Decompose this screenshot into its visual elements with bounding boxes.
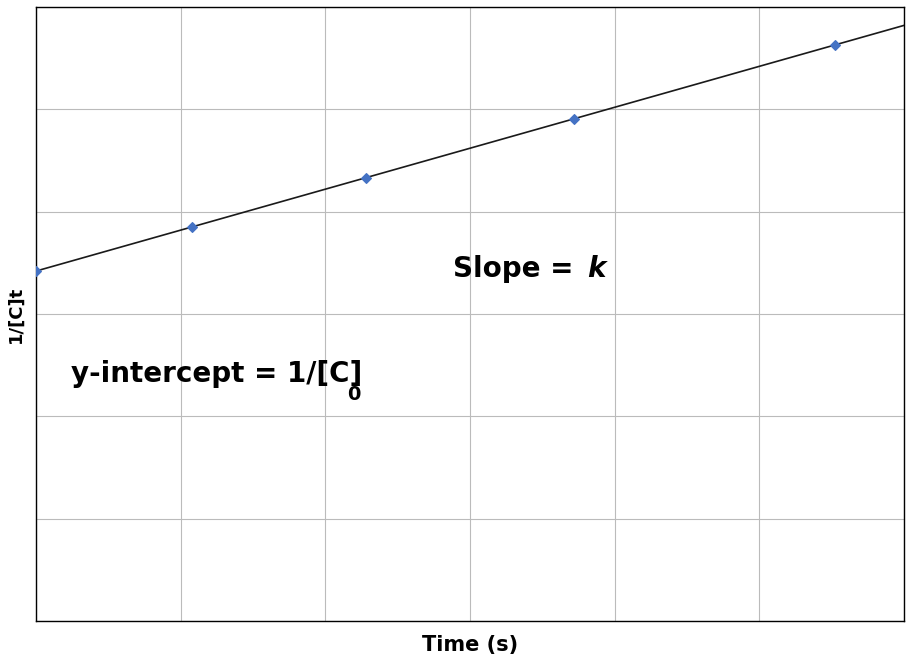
Text: k: k: [588, 256, 606, 283]
Text: Slope =: Slope =: [453, 256, 583, 283]
X-axis label: Time (s): Time (s): [422, 635, 518, 655]
Text: y-intercept = 1/[C]: y-intercept = 1/[C]: [71, 359, 362, 388]
Y-axis label: 1/[C]t: 1/[C]t: [7, 285, 25, 343]
Text: 0: 0: [347, 385, 360, 404]
